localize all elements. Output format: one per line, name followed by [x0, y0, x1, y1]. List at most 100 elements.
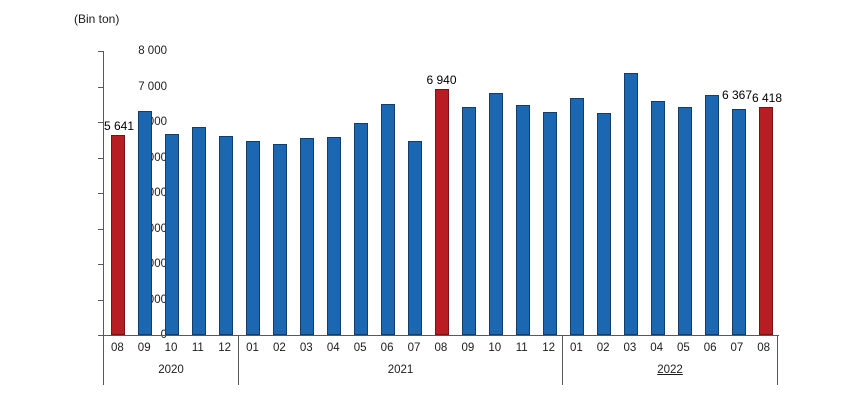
year-label-2021: 2021 [387, 364, 414, 376]
bar-slot-2021-06 [374, 51, 401, 335]
bar-2022-04 [650, 101, 665, 335]
x-tick-label-2022-04: 04 [650, 342, 664, 354]
x-tick-label-2021-03: 03 [299, 342, 313, 354]
bar-slot-2022-03 [617, 51, 644, 335]
x-tick-label-2022-02: 02 [596, 342, 610, 354]
x-tick-label-2020-12: 12 [218, 342, 231, 354]
y-tick-mark [98, 122, 103, 123]
x-tick-label-2022-03: 03 [623, 342, 637, 354]
x-tick-label-2021-04: 04 [326, 342, 340, 354]
bar-value-label-2021-08: 6 940 [426, 73, 457, 87]
bar-slot-2020-09 [131, 51, 158, 335]
x-tick-label-2020-08: 08 [111, 342, 124, 354]
x-tick-label-2021-06: 06 [380, 342, 394, 354]
bar-2020-08 [110, 135, 125, 335]
bar-slot-2020-12 [212, 51, 239, 335]
bar-slot-2020-10 [158, 51, 185, 335]
bar-2020-09 [137, 111, 152, 335]
bar-slot-2021-08: 6 940 [426, 51, 457, 335]
bar-slot-2022-01 [563, 51, 590, 335]
year-label-2022: 2022 [657, 364, 683, 376]
bar-slot-2021-02 [266, 51, 293, 335]
plot-area: 5 641 6 940 6 367 6 418 [103, 51, 783, 336]
year-group-2021: 01 02 03 04 05 06 07 08 09 10 11 12 2021 [238, 335, 562, 385]
bar-2021-11 [515, 105, 530, 335]
year-label-2020: 2020 [158, 364, 184, 376]
bar-2021-02 [272, 144, 287, 335]
bar-slot-2021-11 [509, 51, 536, 335]
bar-slot-2021-03 [293, 51, 320, 335]
y-tick-mark [98, 264, 103, 265]
bar-slot-2022-02 [590, 51, 617, 335]
bar-slot-2021-12 [536, 51, 563, 335]
bar-2022-01 [569, 98, 584, 335]
bar-2020-12 [218, 136, 233, 335]
months-row: 01 02 03 04 05 06 07 08 09 10 11 12 [239, 335, 562, 354]
bar-2021-04 [326, 137, 341, 335]
y-tick-mark [98, 51, 103, 52]
x-tick-label-2021-01: 01 [246, 342, 259, 354]
year-group-2022: 01 02 03 04 05 06 07 08 2022 [562, 335, 778, 385]
bar-2022-08 [758, 107, 773, 335]
x-tick-label-2022-05: 05 [676, 342, 690, 354]
months-row: 01 02 03 04 05 06 07 08 [563, 335, 777, 354]
x-tick-label-2022-01: 01 [569, 342, 583, 354]
bar-2022-07 [731, 109, 746, 335]
bar-2020-11 [191, 127, 206, 335]
y-tick-mark [98, 86, 103, 88]
x-tick-label-2022-06: 06 [703, 342, 717, 354]
x-tick-label-2021-05: 05 [353, 342, 367, 354]
x-tick-label-2022-08: 08 [757, 342, 771, 354]
bar-slot-2021-05 [347, 51, 374, 335]
bar-value-label-2020-08: 5 641 [104, 119, 135, 133]
bar-2021-07 [407, 141, 422, 335]
bar-slot-2022-07: 6 367 [721, 51, 753, 335]
x-tick-label-2021-11: 11 [515, 342, 528, 354]
bar-2021-03 [299, 138, 314, 335]
year-group-2020: 08 09 10 11 12 2020 [103, 335, 238, 385]
bar-2020-10 [164, 134, 179, 335]
bar-2022-02 [596, 113, 611, 335]
bar-value-label-2022-07: 6 367 [721, 88, 753, 102]
bar-2021-10 [488, 93, 503, 335]
bar-2022-06 [704, 95, 719, 335]
x-tick-label-2020-10: 10 [164, 342, 178, 354]
x-tick-label-2021-07: 07 [407, 342, 421, 354]
x-tick-label-2021-10: 10 [488, 342, 502, 354]
bar-2022-05 [677, 107, 692, 335]
bar-2021-01 [245, 141, 260, 335]
bar-2021-08 [434, 89, 449, 335]
x-tick-label-2020-11: 11 [191, 342, 204, 354]
y-tick-label: 7 000 [138, 80, 167, 93]
bar-slot-2021-09 [455, 51, 482, 335]
bar-slot-2021-04 [320, 51, 347, 335]
bar-2021-06 [380, 104, 395, 335]
months-row: 08 09 10 11 12 [104, 335, 238, 354]
bar-slot-2021-07 [401, 51, 428, 335]
bar-2021-09 [461, 107, 476, 335]
x-tick-label-2021-12: 12 [542, 342, 555, 354]
x-axis: 08 09 10 11 12 2020 01 02 03 04 05 06 07 08 09 10 11 12 20… [103, 335, 778, 385]
unit-label: (Bin ton) [74, 12, 120, 26]
x-tick-label-2021-02: 02 [272, 342, 286, 354]
bar-2021-05 [353, 123, 368, 335]
bar-slot-2020-11 [185, 51, 212, 335]
x-tick-label-2020-09: 09 [137, 342, 151, 354]
bar-slot-2022-04 [644, 51, 671, 335]
x-tick-label-2022-07: 07 [730, 342, 744, 354]
y-tick-mark [98, 157, 103, 159]
bar-slot-2020-08: 5 641 [104, 51, 135, 335]
bar-value-label-2022-08: 6 418 [751, 91, 783, 105]
y-tick-label: 8 000 [138, 45, 167, 57]
y-tick-mark [98, 299, 103, 301]
bar-slot-2022-05 [671, 51, 698, 335]
bar-2021-12 [542, 112, 557, 335]
bar-slot-2021-10 [482, 51, 509, 335]
bar-slot-2022-06 [698, 51, 725, 335]
x-tick-label-2021-08: 08 [434, 342, 448, 354]
y-tick-mark [98, 193, 103, 194]
y-tick-mark [98, 228, 103, 230]
bar-slot-2022-08: 6 418 [751, 51, 783, 335]
x-tick-label-2021-09: 09 [461, 342, 475, 354]
